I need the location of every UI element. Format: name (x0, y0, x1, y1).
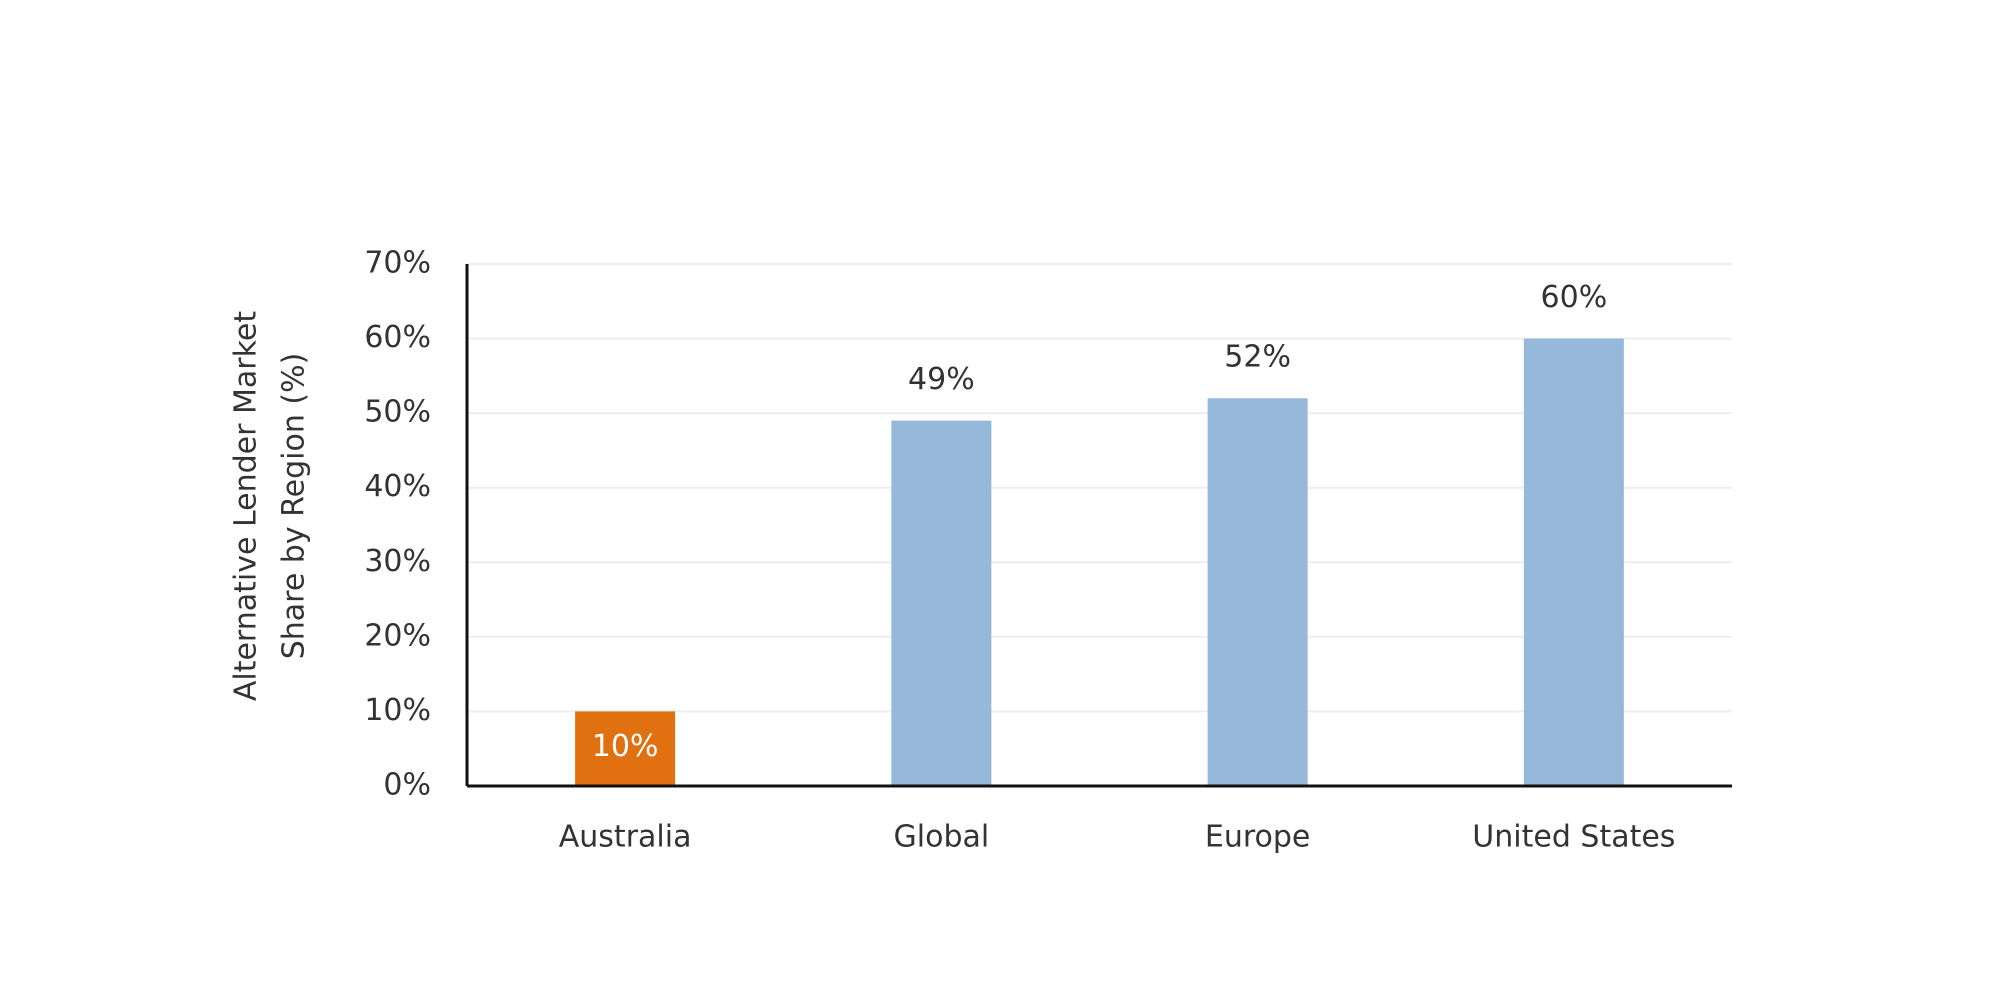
y-axis-label-line: Share by Region (%) (277, 353, 312, 660)
y-tick-label: 0% (383, 768, 431, 803)
y-tick-label: 70% (364, 246, 431, 281)
bar (1523, 338, 1624, 786)
y-axis-label-line: Alternative Lender Market (229, 311, 264, 702)
y-tick-label: 20% (364, 618, 431, 653)
y-tick-label: 50% (364, 395, 431, 430)
y-tick-label: 40% (364, 469, 431, 504)
bar (891, 420, 992, 786)
y-tick-label: 10% (364, 693, 431, 728)
x-tick-label: United States (1472, 820, 1675, 855)
x-tick-label: Europe (1205, 820, 1311, 855)
y-tick-label: 30% (364, 544, 431, 579)
y-tick-label: 60% (364, 320, 431, 355)
bar (575, 711, 676, 786)
x-tick-label: Global (894, 820, 990, 855)
bar (1207, 398, 1308, 786)
x-tick-label: Australia (559, 820, 692, 855)
data-label: 52% (1224, 340, 1291, 375)
data-label: 10% (592, 729, 659, 764)
y-axis-label: Alternative Lender Market Share by Regio… (229, 311, 312, 702)
data-label: 49% (908, 362, 975, 397)
data-label: 60% (1541, 280, 1608, 315)
